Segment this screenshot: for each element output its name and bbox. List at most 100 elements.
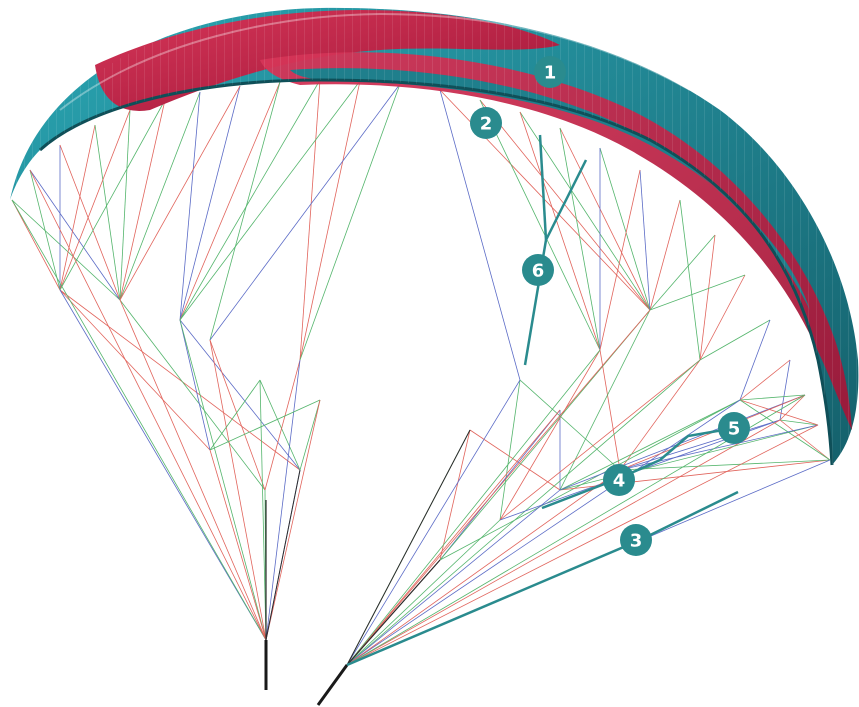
suspension-line	[779, 419, 831, 461]
callout-badge-5: 5	[718, 412, 750, 444]
callout-6-leader-a	[538, 134, 548, 241]
callout-number: 3	[630, 531, 643, 552]
suspension-line	[119, 299, 267, 641]
suspension-line	[499, 379, 521, 521]
suspension-line	[59, 144, 121, 301]
suspension-line	[209, 81, 281, 341]
suspension-line	[699, 274, 746, 361]
suspension-line	[699, 234, 716, 361]
suspension-line	[59, 289, 211, 451]
callout-badge-2: 2	[470, 107, 502, 139]
suspension-line	[519, 379, 621, 471]
suspension-line	[346, 424, 819, 666]
suspension-line	[179, 80, 361, 321]
suspension-line	[559, 394, 806, 491]
suspension-line	[119, 85, 241, 301]
suspension-line	[119, 91, 201, 301]
suspension-line	[59, 124, 96, 291]
suspension-line	[599, 169, 641, 351]
suspension-line	[119, 99, 166, 301]
suspension-line	[559, 127, 651, 311]
suspension-line	[11, 199, 121, 301]
suspension-line	[59, 99, 166, 291]
suspension-line	[299, 399, 321, 471]
suspension-line	[259, 379, 301, 471]
suspension-line	[264, 359, 301, 491]
suspension-line	[179, 79, 321, 321]
suspension-line	[209, 449, 267, 641]
suspension-line	[559, 127, 601, 351]
suspension-line	[299, 79, 321, 361]
suspension-line	[59, 289, 301, 471]
suspension-line	[439, 429, 471, 561]
suspension-line	[346, 309, 651, 666]
suspension-line	[209, 83, 401, 341]
callout-number: 6	[532, 261, 545, 282]
callouts: 1 2 3 4 5 6	[470, 56, 750, 556]
suspension-line	[209, 339, 266, 491]
suspension-line	[519, 111, 601, 351]
suspension-line	[179, 85, 241, 321]
suspension-line	[559, 424, 819, 491]
callout-3-leader	[346, 490, 739, 667]
suspension-line	[739, 399, 831, 461]
callout-number: 1	[544, 63, 557, 84]
callout-number: 4	[613, 471, 626, 492]
callout-6-leader-b	[544, 159, 588, 241]
suspension-line	[29, 169, 121, 301]
suspension-line	[299, 80, 361, 361]
suspension-line	[346, 399, 741, 666]
right-riser	[316, 664, 349, 706]
canopy	[10, 7, 859, 466]
suspension-line	[739, 394, 806, 401]
suspension-line	[699, 319, 771, 361]
callout-circle	[522, 254, 554, 286]
suspension-line	[179, 319, 211, 451]
suspension-line	[259, 379, 267, 641]
suspension-line	[619, 459, 831, 471]
suspension-line	[265, 359, 301, 641]
suspension-line	[619, 359, 701, 471]
canopy-rib-texture	[10, 7, 859, 466]
suspension-line	[209, 379, 261, 451]
callout-circle	[603, 464, 635, 496]
suspension-line	[619, 419, 781, 471]
suspension-line	[649, 274, 746, 311]
suspension-line	[639, 169, 651, 311]
suspension-line	[209, 339, 267, 641]
callout-badge-6: 6	[522, 254, 554, 286]
suspension-line	[649, 199, 681, 311]
suspension-line	[119, 299, 266, 491]
suspension-line	[779, 419, 819, 426]
suspension-line	[179, 91, 201, 321]
suspension-line	[29, 169, 61, 291]
callout-circle	[534, 56, 566, 88]
suspension-line	[119, 109, 131, 301]
suspension-line	[346, 559, 441, 666]
suspension-line	[346, 419, 781, 666]
suspension-line	[11, 199, 267, 641]
suspension-line	[179, 81, 281, 321]
suspension-line	[439, 89, 521, 381]
callout-number: 5	[728, 419, 741, 440]
suspension-line	[479, 99, 651, 311]
suspension-line	[346, 349, 601, 666]
suspension-line	[11, 199, 61, 291]
risers	[264, 640, 349, 706]
suspension-line	[346, 429, 471, 666]
suspension-line	[346, 359, 701, 666]
suspension-line	[679, 199, 701, 361]
suspension-line	[439, 399, 741, 561]
suspension-line	[779, 394, 806, 421]
suspension-line	[346, 469, 621, 666]
callout-circle	[718, 412, 750, 444]
suspension-line	[599, 349, 621, 471]
suspension-line	[346, 379, 521, 666]
suspension-line	[739, 399, 819, 426]
suspension-line	[209, 399, 321, 451]
callout-badge-3: 3	[620, 524, 652, 556]
suspension-line	[439, 309, 651, 561]
callout-badge-1: 1	[534, 56, 566, 88]
